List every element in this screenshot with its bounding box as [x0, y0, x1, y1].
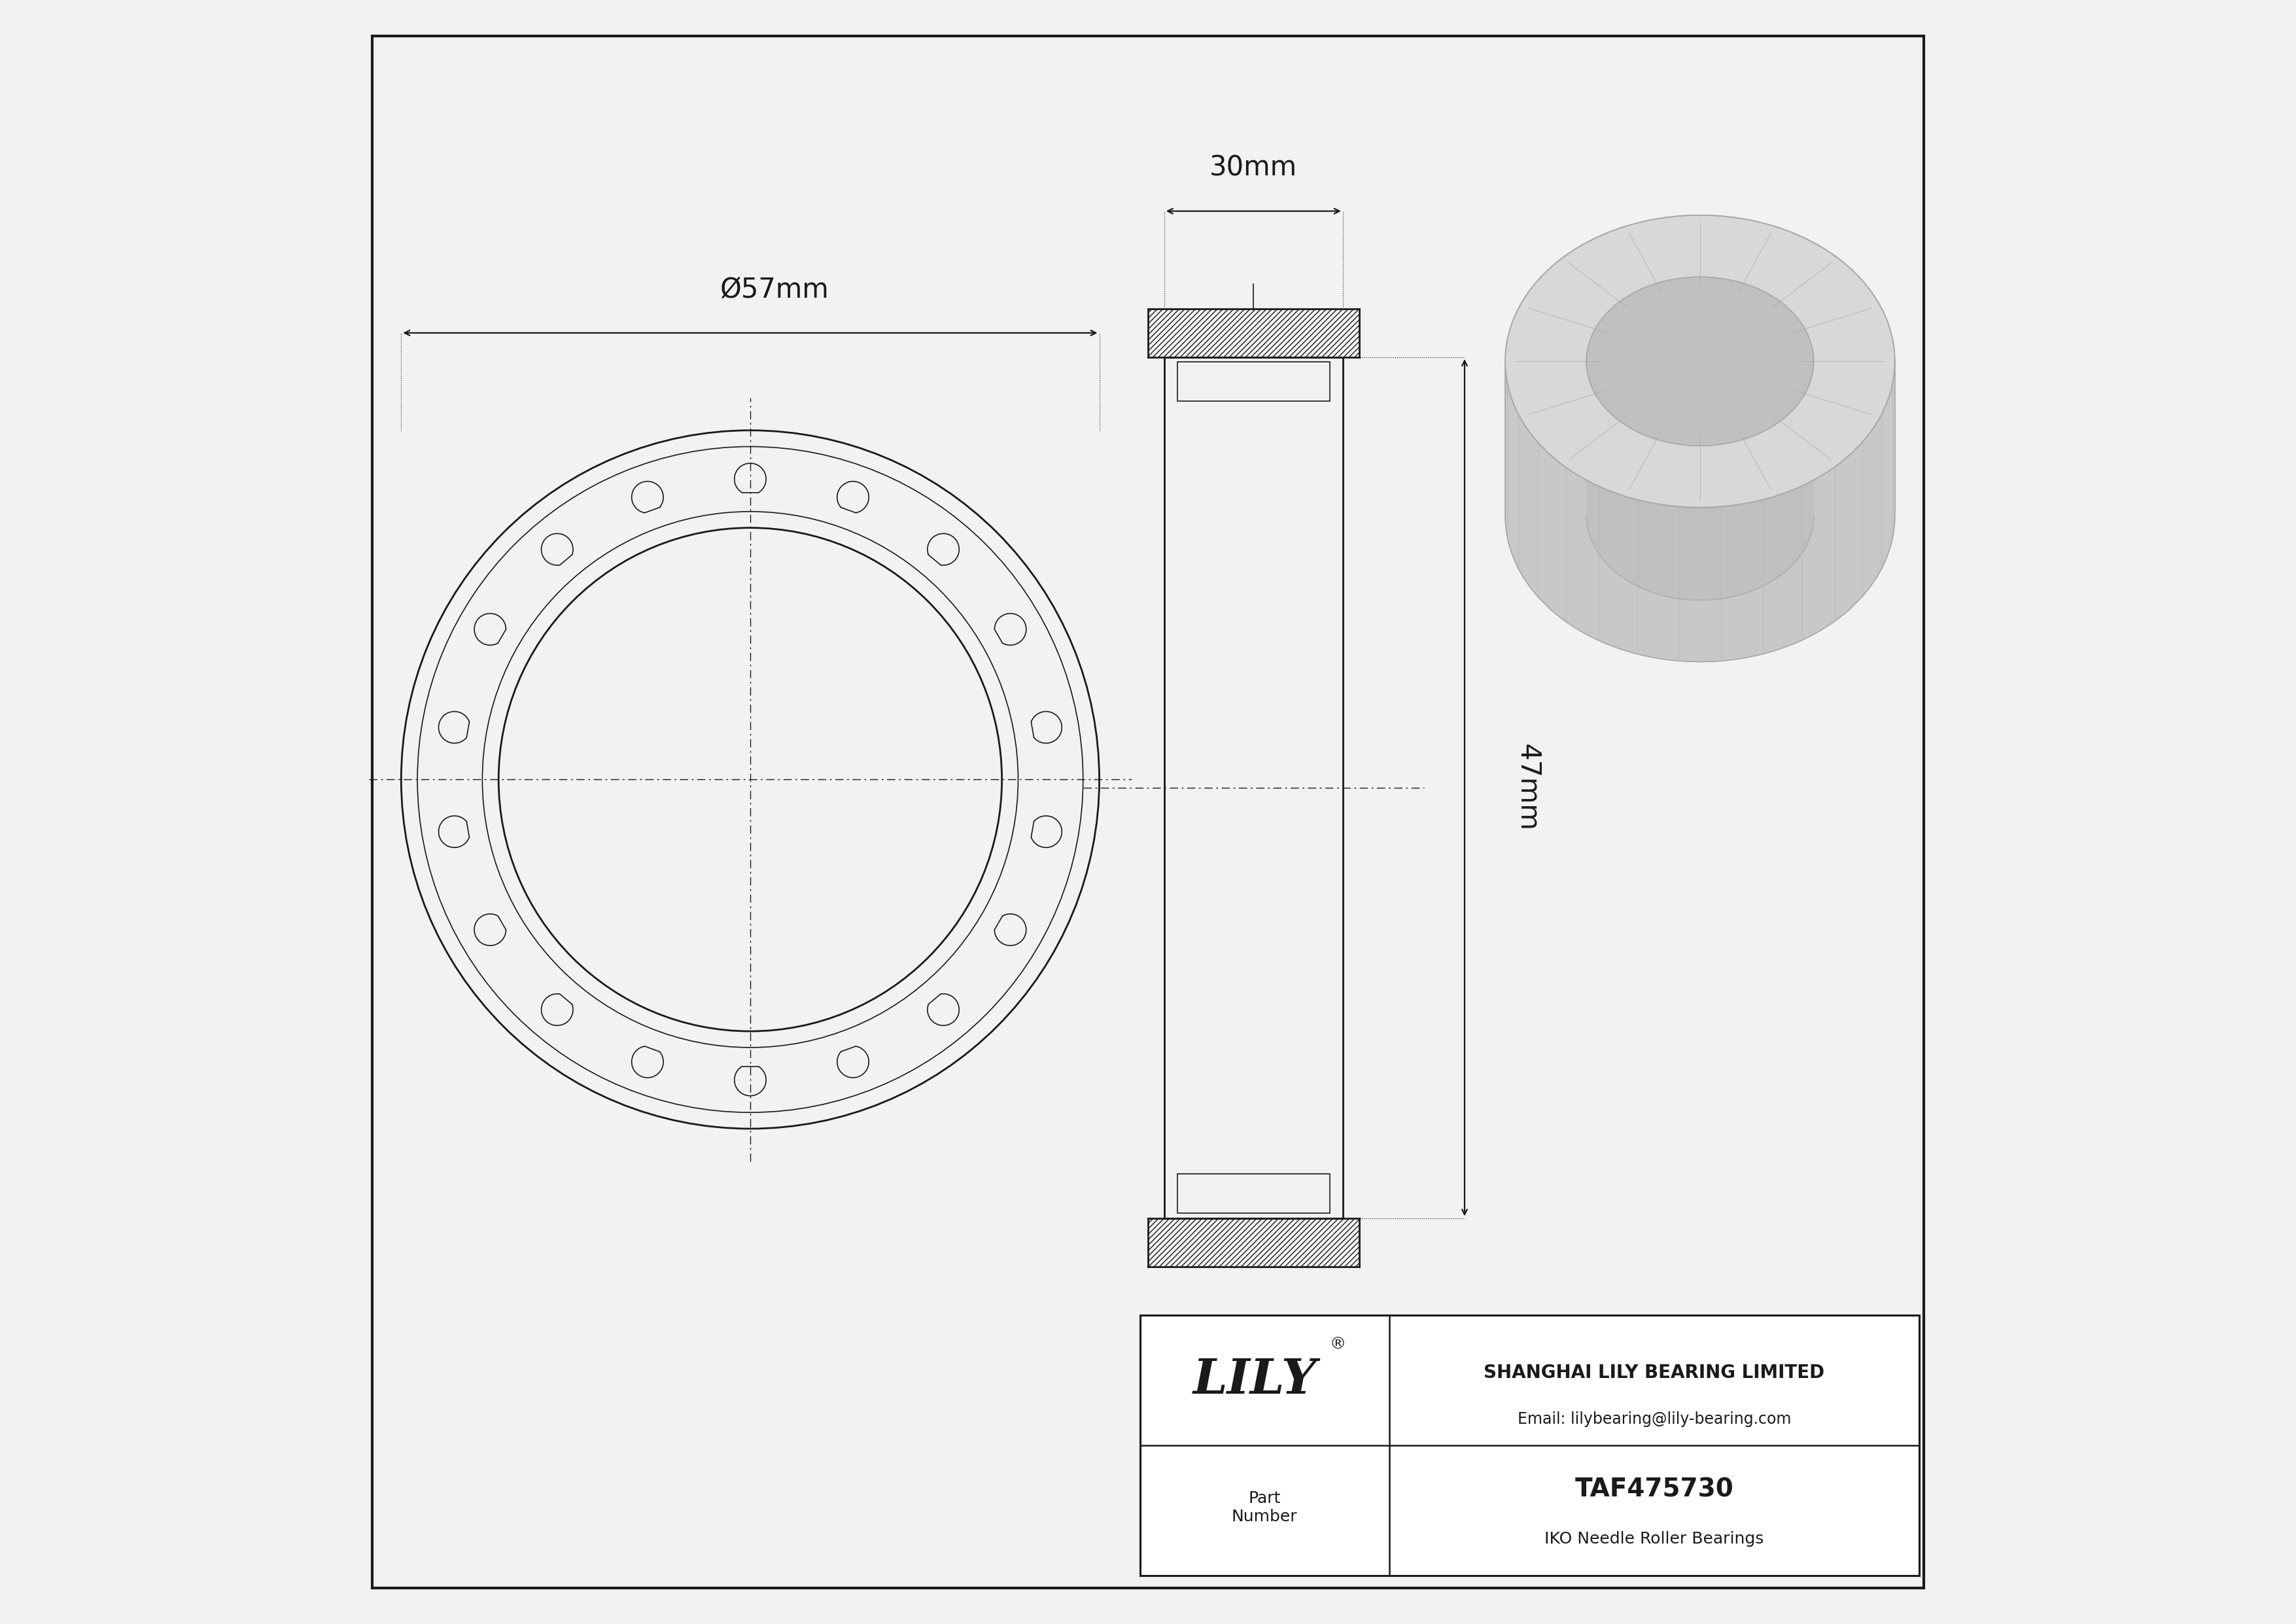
Bar	[1139, 1315, 1919, 1575]
Text: 30mm: 30mm	[1210, 154, 1297, 182]
Text: SHANGHAI LILY BEARING LIMITED: SHANGHAI LILY BEARING LIMITED	[1483, 1364, 1825, 1382]
Bar	[1164, 357, 1343, 1218]
Text: ®: ®	[1329, 1337, 1345, 1353]
Text: TAF475730: TAF475730	[1575, 1478, 1733, 1502]
Ellipse shape	[1587, 278, 1814, 447]
Bar	[1148, 1218, 1359, 1267]
Text: Email: lilybearing@lily-bearing.com: Email: lilybearing@lily-bearing.com	[1518, 1411, 1791, 1427]
Text: LILY: LILY	[1194, 1356, 1318, 1405]
Bar	[1178, 1174, 1329, 1213]
Bar	[1148, 309, 1359, 357]
Text: Part
Number: Part Number	[1231, 1491, 1297, 1525]
Bar	[1178, 362, 1329, 401]
Text: 47mm: 47mm	[1513, 744, 1541, 831]
Text: IKO Needle Roller Bearings: IKO Needle Roller Bearings	[1545, 1531, 1763, 1546]
Polygon shape	[1506, 362, 1894, 661]
Ellipse shape	[1506, 216, 1894, 507]
Text: Ø57mm: Ø57mm	[721, 276, 829, 304]
